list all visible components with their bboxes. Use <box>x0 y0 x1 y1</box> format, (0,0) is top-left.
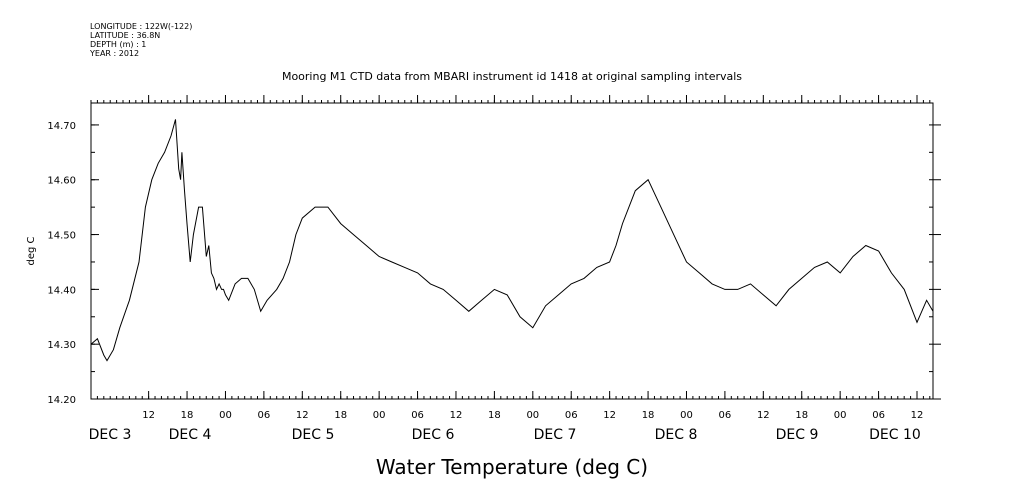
temperature-series-line <box>90 119 934 362</box>
longitude-label: LONGITUDE : 122W(-122) <box>90 22 193 31</box>
day-label: DEC 5 <box>292 427 335 443</box>
day-label: DEC 4 <box>169 427 212 443</box>
x-tick-label: 12 <box>296 410 309 421</box>
x-tick-label: 06 <box>258 410 271 421</box>
x-tick-label: 00 <box>219 410 232 421</box>
x-tick-label: 12 <box>603 410 616 421</box>
x-tick-label: 18 <box>181 410 194 421</box>
x-axis-title: Water Temperature (deg C) <box>376 455 648 479</box>
day-labels: DEC 3 DEC 4 DEC 5 DEC 6 DEC 7 DEC 8 DEC 9 DEC 1… <box>89 427 921 443</box>
metadata-block: LONGITUDE : 122W(-122) LATITUDE : 36.8N … <box>90 22 192 58</box>
x-tick-label: 18 <box>488 410 501 421</box>
y-tick-label: 14.50 <box>47 231 76 242</box>
day-label: DEC 6 <box>412 427 455 443</box>
x-axis: 18 00 06 12 18 00 06 12 18 00 06 12 18 00 06 12 18 00 06 12… <box>90 95 931 421</box>
day-label: DEC 3 <box>89 427 132 443</box>
x-tick-label: 00 <box>526 410 539 421</box>
x-tick-label: 12 <box>142 410 155 421</box>
x-tick-label: 06 <box>411 410 424 421</box>
x-tick-label: 12 <box>757 410 770 421</box>
x-tick-label: 18 <box>795 410 808 421</box>
x-tick-label: 06 <box>565 410 578 421</box>
x-tick-label: 12 <box>450 410 463 421</box>
depth-label: DEPTH (m) : 1 <box>90 40 147 49</box>
x-tick-label: 18 <box>334 410 347 421</box>
x-tick-label: 00 <box>834 410 847 421</box>
day-label: DEC 7 <box>534 427 577 443</box>
y-tick-label: 14.40 <box>47 285 76 296</box>
x-tick-label: 00 <box>680 410 693 421</box>
day-label: DEC 9 <box>776 427 819 443</box>
x-tick-label: 06 <box>719 410 732 421</box>
day-label: DEC 8 <box>655 427 698 443</box>
day-label: DEC 10 <box>869 427 921 443</box>
y-axis-label: deg C <box>26 236 37 265</box>
x-tick-label: 00 <box>373 410 386 421</box>
y-tick-label: 14.60 <box>47 176 76 187</box>
x-tick-label: 12 <box>911 410 924 421</box>
y-tick-label: 14.70 <box>47 121 76 132</box>
y-tick-label: 14.20 <box>47 395 76 406</box>
chart-title: Mooring M1 CTD data from MBARI instrumen… <box>282 70 742 83</box>
plot-frame <box>90 102 934 400</box>
year-label: YEAR : 2012 <box>90 49 140 58</box>
x-tick-label: 06 <box>872 410 885 421</box>
y-tick-label: 14.30 <box>47 340 76 351</box>
latitude-label: LATITUDE : 36.8N <box>90 31 161 40</box>
x-tick-label: 18 <box>642 410 655 421</box>
